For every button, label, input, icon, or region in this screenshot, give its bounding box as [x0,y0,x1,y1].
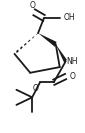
Polygon shape [36,33,38,35]
Polygon shape [24,43,27,46]
Polygon shape [32,36,34,39]
Text: O: O [32,84,38,93]
Polygon shape [16,49,19,53]
Polygon shape [20,46,23,49]
Text: NH: NH [67,57,78,66]
Text: O: O [70,72,75,81]
Text: OH: OH [64,13,75,22]
Polygon shape [28,40,30,42]
Text: O: O [29,1,35,10]
Polygon shape [56,44,67,63]
Polygon shape [38,33,57,47]
